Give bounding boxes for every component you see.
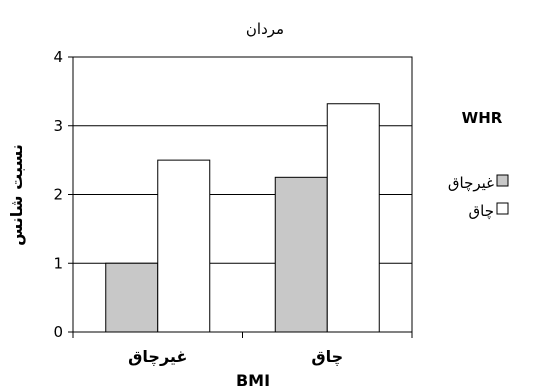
x-axis-categories: غیرچاق چاق (72, 332, 413, 367)
legend-entry-label: غیرچاق (448, 174, 494, 192)
y-tick-label: 1 (53, 254, 63, 272)
y-axis-ticks: 0 1 2 3 4 (53, 48, 73, 341)
y-tick-label: 2 (53, 186, 63, 204)
legend-title: WHR (462, 109, 503, 127)
y-tick-label: 0 (53, 323, 63, 341)
bar-series-2-1 (157, 159, 211, 333)
bar-series-2-2 (326, 103, 380, 333)
chart-title: مردان (246, 20, 284, 38)
y-tick-label: 4 (53, 48, 63, 66)
bars (105, 103, 380, 333)
x-category-label: چاق (311, 347, 343, 367)
x-axis-label: BMI (236, 371, 270, 390)
legend-entry-label: چاق (469, 202, 494, 220)
bar-series-1-1 (105, 262, 159, 333)
y-tick-label: 3 (53, 117, 63, 135)
y-axis-label: نسبت شانس (7, 144, 26, 246)
legend-swatch (496, 174, 509, 187)
legend-swatch (496, 202, 509, 215)
x-category-label: غیرچاق (128, 347, 187, 367)
legend: غیرچاق چاق (448, 174, 509, 220)
bar-series-1-2 (274, 176, 328, 333)
